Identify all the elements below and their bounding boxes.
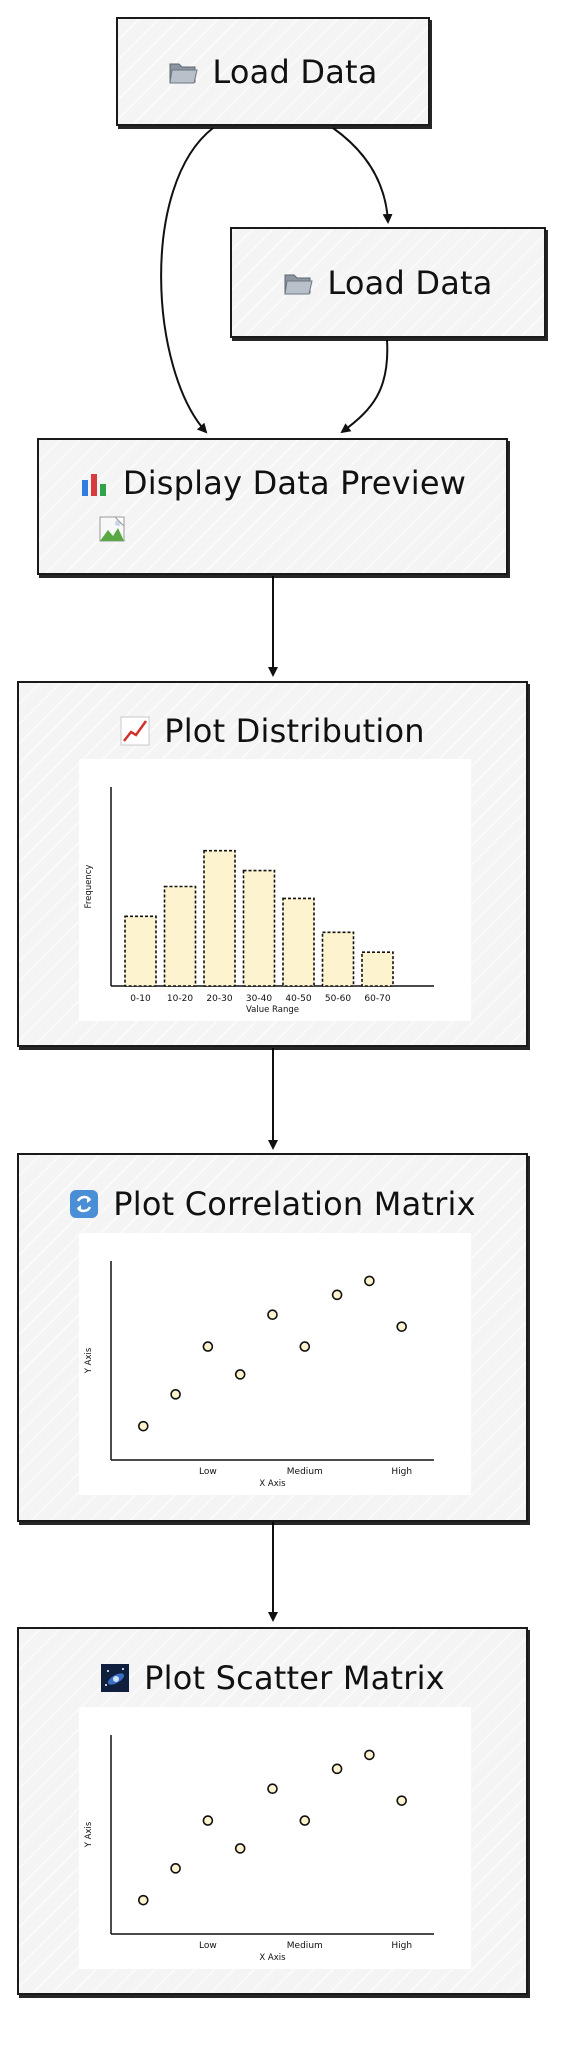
scatter-point	[234, 1369, 246, 1380]
distribution-chart-svg: 0-10 10-20 20-30 30-40 40-50 50-60 60-70 Value …	[84, 787, 434, 1015]
folder-icon	[168, 57, 199, 87]
scatter-point	[299, 1341, 311, 1352]
node-title: Load Data	[212, 52, 378, 91]
bar	[242, 869, 276, 987]
edge-load-data-2-to-display-preview	[340, 339, 389, 434]
broken-image-icon	[99, 516, 127, 544]
scatter-point	[364, 1275, 375, 1287]
edge-load-data-1-to-display-preview	[160, 127, 214, 434]
x-tick-label: Low	[199, 1467, 217, 1477]
x-tick-label: 30-40	[246, 994, 272, 1004]
scatter-point	[138, 1420, 149, 1432]
scatter-point	[364, 1749, 375, 1761]
x-axis-label: Value Range	[246, 1005, 299, 1015]
correlation-chart: Low Medium High X Axis Y Axis	[79, 1233, 471, 1495]
scatter-point	[267, 1783, 278, 1795]
node-title: Plot Distribution	[164, 712, 425, 750]
scatter-point	[331, 1289, 343, 1301]
x-axis-label: X Axis	[259, 1479, 286, 1489]
x-tick-label: 40-50	[285, 994, 311, 1004]
plot-correlation-node[interactable]: Plot Correlation Matrix Low Medium High X A…	[17, 1153, 528, 1522]
plot-scatter-node[interactable]: Plot Scatter Matrix Low Medium High X Axis Y…	[17, 1627, 528, 1995]
x-tick-label: 0-10	[130, 994, 151, 1004]
y-axis-label: Frequency	[84, 865, 94, 909]
scatter-point	[202, 1341, 214, 1352]
bar-chart-icon	[79, 468, 109, 498]
x-tick-label: Medium	[287, 1467, 323, 1477]
node-title: Display Data Preview	[122, 464, 467, 502]
scatter-point	[170, 1863, 181, 1874]
scatter-chart: Low Medium High X Axis Y Axis	[79, 1707, 471, 1969]
node-title: Plot Scatter Matrix	[144, 1659, 445, 1697]
scatter-point	[138, 1894, 149, 1906]
scatter-point	[396, 1321, 408, 1332]
x-tick-label: Medium	[287, 1941, 323, 1951]
bar	[163, 885, 197, 987]
bar	[282, 897, 315, 987]
bar	[361, 951, 394, 987]
node-title: Plot Correlation Matrix	[113, 1185, 476, 1223]
x-tick-label: Low	[199, 1941, 217, 1951]
bar	[321, 931, 355, 987]
scatter-point	[331, 1763, 343, 1775]
scatter-point	[299, 1815, 311, 1826]
x-tick-label: High	[391, 1467, 412, 1477]
line-chart-icon	[120, 716, 150, 746]
node-title: Load Data	[327, 263, 493, 302]
scatter-point	[267, 1309, 278, 1321]
display-preview-node[interactable]: Display Data Preview	[37, 438, 508, 575]
scatter-chart-svg: Low Medium High X Axis Y Axis	[84, 1735, 434, 1963]
x-tick-label: 50-60	[325, 994, 351, 1004]
scatter-point	[202, 1815, 214, 1826]
y-axis-label: Y Axis	[84, 1347, 94, 1374]
scatter-point	[234, 1843, 246, 1854]
x-tick-label: 20-30	[206, 994, 232, 1004]
x-tick-label: 10-20	[167, 994, 193, 1004]
load-data-node-secondary[interactable]: Load Data	[230, 227, 546, 338]
scatter-point	[170, 1389, 181, 1400]
correlation-chart-svg: Low Medium High X Axis Y Axis	[84, 1261, 434, 1489]
edge-load-data-1-to-load-data-2	[332, 127, 393, 224]
refresh-icon	[69, 1189, 99, 1219]
plot-distribution-node[interactable]: Plot Distribution 0-10 10-20 20-30 30-40 40-…	[17, 681, 528, 1047]
bar	[203, 849, 236, 987]
load-data-node[interactable]: Load Data	[116, 17, 430, 126]
x-tick-label: High	[391, 1941, 412, 1951]
distribution-chart: 0-10 10-20 20-30 30-40 40-50 50-60 60-70 Value …	[79, 759, 471, 1021]
x-tick-label: 60-70	[364, 994, 390, 1004]
bar	[124, 915, 157, 987]
x-axis-label: X Axis	[259, 1953, 286, 1963]
y-axis-label: Y Axis	[84, 1821, 94, 1848]
galaxy-icon	[100, 1663, 130, 1693]
scatter-point	[396, 1795, 408, 1806]
folder-icon	[283, 268, 314, 298]
